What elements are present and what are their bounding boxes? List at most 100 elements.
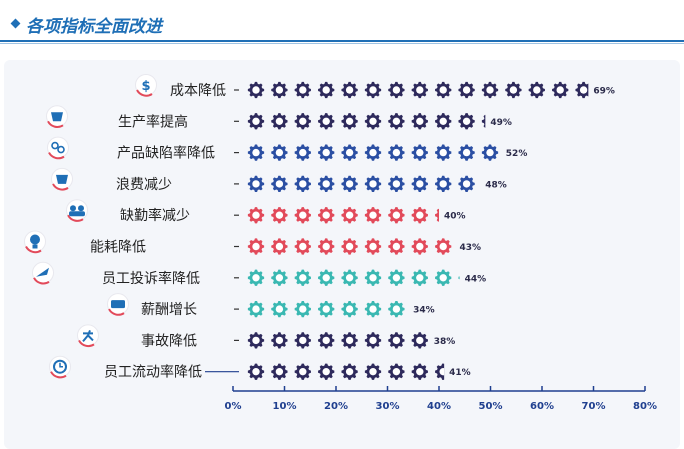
gear-icon	[364, 300, 382, 318]
gear-icon	[388, 332, 405, 349]
gear-icon	[247, 81, 265, 99]
x-tick-label: 20%	[324, 401, 348, 412]
gear-icon	[364, 363, 382, 380]
gear-icon	[247, 363, 265, 380]
header-rule	[0, 40, 684, 42]
gear-icon	[388, 269, 405, 286]
gear-icon	[435, 81, 452, 99]
gear-icon	[341, 238, 358, 255]
gear-icon	[388, 175, 405, 193]
gear-icon	[294, 238, 311, 255]
gear-icon	[364, 175, 382, 193]
gear-icon	[481, 114, 486, 128]
wave-icon	[32, 261, 54, 285]
gear-icon	[341, 81, 358, 99]
row-5: 能耗降低 43%	[24, 230, 481, 256]
gear-icon	[435, 113, 452, 130]
gear-icon	[388, 144, 405, 161]
gear-icon	[435, 144, 452, 161]
value-label: 40%	[444, 212, 466, 222]
gear-icon	[411, 332, 428, 349]
gear-icon	[411, 269, 428, 286]
gear-icon	[435, 208, 439, 222]
gear-icon	[318, 238, 335, 255]
gear-icon	[435, 269, 452, 286]
category-label: 产品缺陷率降低	[117, 145, 215, 162]
x-tick-label: 40%	[427, 401, 451, 412]
gear-bar	[247, 238, 452, 255]
gear-icon	[458, 81, 475, 99]
money-icon	[107, 293, 129, 316]
gear-icon	[411, 238, 428, 255]
gear-icon	[294, 300, 311, 318]
gear-icon	[271, 332, 288, 349]
gear-icon	[364, 332, 382, 349]
gear-icon	[341, 363, 358, 380]
category-label: 员工投诉率降低	[102, 270, 200, 287]
x-tick-label: 0%	[225, 401, 242, 412]
category-label: 事故降低	[141, 333, 197, 349]
gear-icon	[247, 300, 265, 318]
gear-icon	[528, 81, 545, 99]
gear-icon	[364, 113, 382, 130]
category-label: 能耗降低	[90, 240, 146, 256]
gear-icon	[247, 207, 265, 224]
gear-icon	[388, 81, 405, 99]
gear-icon	[318, 144, 335, 161]
row-4: 缺勤率减少 40%	[66, 199, 466, 224]
gear-bar	[247, 207, 439, 224]
gear-icon	[341, 332, 358, 349]
gear-bar	[247, 144, 499, 161]
value-label: 43%	[459, 243, 481, 253]
gear-icon	[318, 300, 335, 318]
gear-icon	[247, 238, 265, 255]
x-tick-label: 80%	[633, 401, 657, 412]
gear-icon	[341, 175, 358, 193]
header: 各项指标全面改进	[0, 0, 684, 44]
row-7: 薪酬增长 34%	[107, 293, 435, 318]
gear-icon	[341, 144, 358, 161]
gear-icon	[388, 207, 405, 224]
gear-icon	[411, 363, 428, 380]
gear-icon	[388, 363, 405, 380]
gear-icon	[575, 81, 589, 99]
gear-icon	[318, 332, 335, 349]
gear-icon	[341, 300, 358, 318]
gear-icon	[458, 113, 475, 130]
gear-icon	[271, 300, 288, 318]
row-9: 员工流动率降低 41%	[49, 355, 471, 381]
gear-icon	[247, 175, 265, 193]
gear-icon	[388, 300, 405, 318]
gear-bar	[247, 332, 428, 349]
gear-icon	[505, 81, 522, 99]
gear-icon	[294, 207, 311, 224]
x-tick-label: 60%	[530, 401, 554, 412]
gear-bar	[247, 300, 405, 318]
gear-icon	[364, 269, 382, 286]
gear-icon	[271, 363, 288, 380]
row-3: 浪费减少 48%	[51, 167, 507, 193]
gear-icon	[271, 113, 288, 130]
bucket-icon	[51, 167, 73, 191]
category-label: 员工流动率降低	[104, 364, 202, 381]
gear-icon	[364, 81, 382, 99]
value-label: 38%	[434, 337, 456, 347]
gear-icon	[458, 144, 475, 161]
value-label: 69%	[593, 87, 615, 97]
gear-bar	[247, 113, 486, 130]
gear-icon	[435, 175, 452, 193]
x-tick-label: 10%	[273, 401, 297, 412]
gear-icon	[294, 175, 311, 193]
header-rule-thin	[0, 43, 684, 44]
gear-bar	[247, 269, 460, 286]
gear-icon	[411, 81, 428, 99]
gear-icon	[341, 207, 358, 224]
gear-icon	[318, 175, 335, 193]
gear-icon	[364, 238, 382, 255]
gear-icon	[341, 113, 358, 130]
svg-text:$: $	[141, 79, 150, 94]
gear-icon	[271, 207, 288, 224]
bulb-icon	[24, 230, 46, 254]
people-icon	[66, 199, 88, 222]
category-label: 薪酬增长	[141, 302, 197, 318]
